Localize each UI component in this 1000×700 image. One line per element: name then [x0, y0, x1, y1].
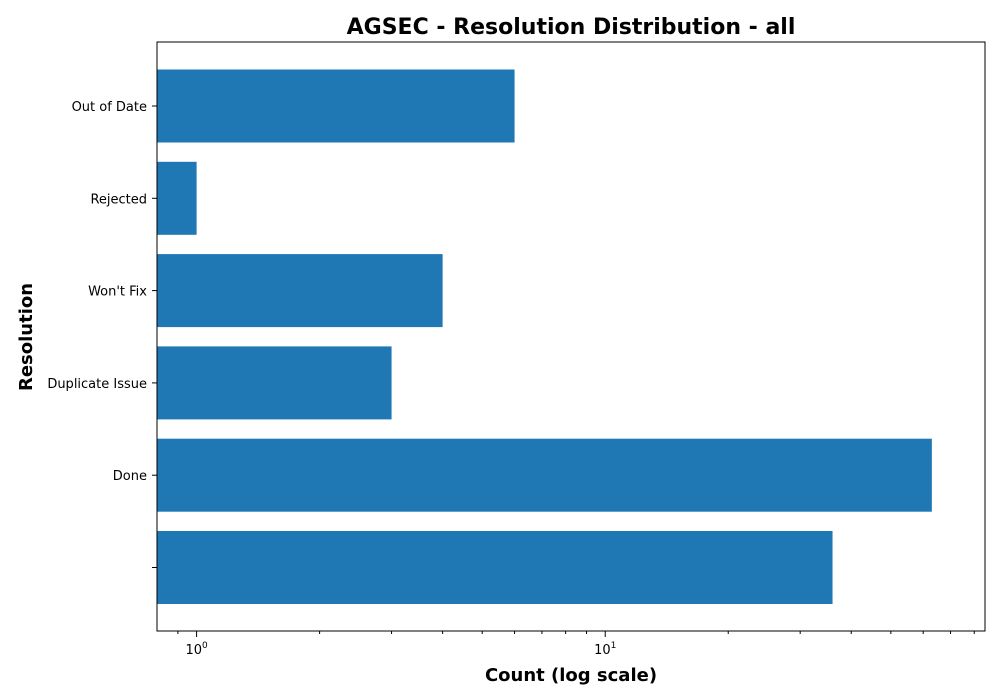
bar — [157, 531, 833, 604]
bar — [157, 254, 443, 328]
chart-title: AGSEC - Resolution Distribution - all — [347, 15, 796, 40]
y-tick-label: Out of Date — [72, 100, 147, 115]
plot-frame — [156, 41, 986, 632]
bar — [157, 69, 515, 143]
x-tick-label: 101 — [594, 641, 616, 658]
y-tick-label: Rejected — [90, 192, 147, 207]
y-axis-label: Resolution — [16, 283, 37, 391]
bar — [157, 346, 392, 420]
y-tick-label: Duplicate Issue — [47, 377, 147, 392]
ticks-layer: Out of Date Rejected Won't Fix Duplicate Is… — [47, 100, 975, 658]
bar — [157, 438, 932, 512]
bars-layer — [157, 69, 932, 604]
bar — [157, 161, 197, 235]
x-axis-label: Count (log scale) — [485, 665, 657, 686]
y-tick-label: Won't Fix — [88, 285, 147, 300]
y-tick-label: Done — [113, 469, 147, 484]
x-tick-label: 100 — [185, 641, 208, 658]
